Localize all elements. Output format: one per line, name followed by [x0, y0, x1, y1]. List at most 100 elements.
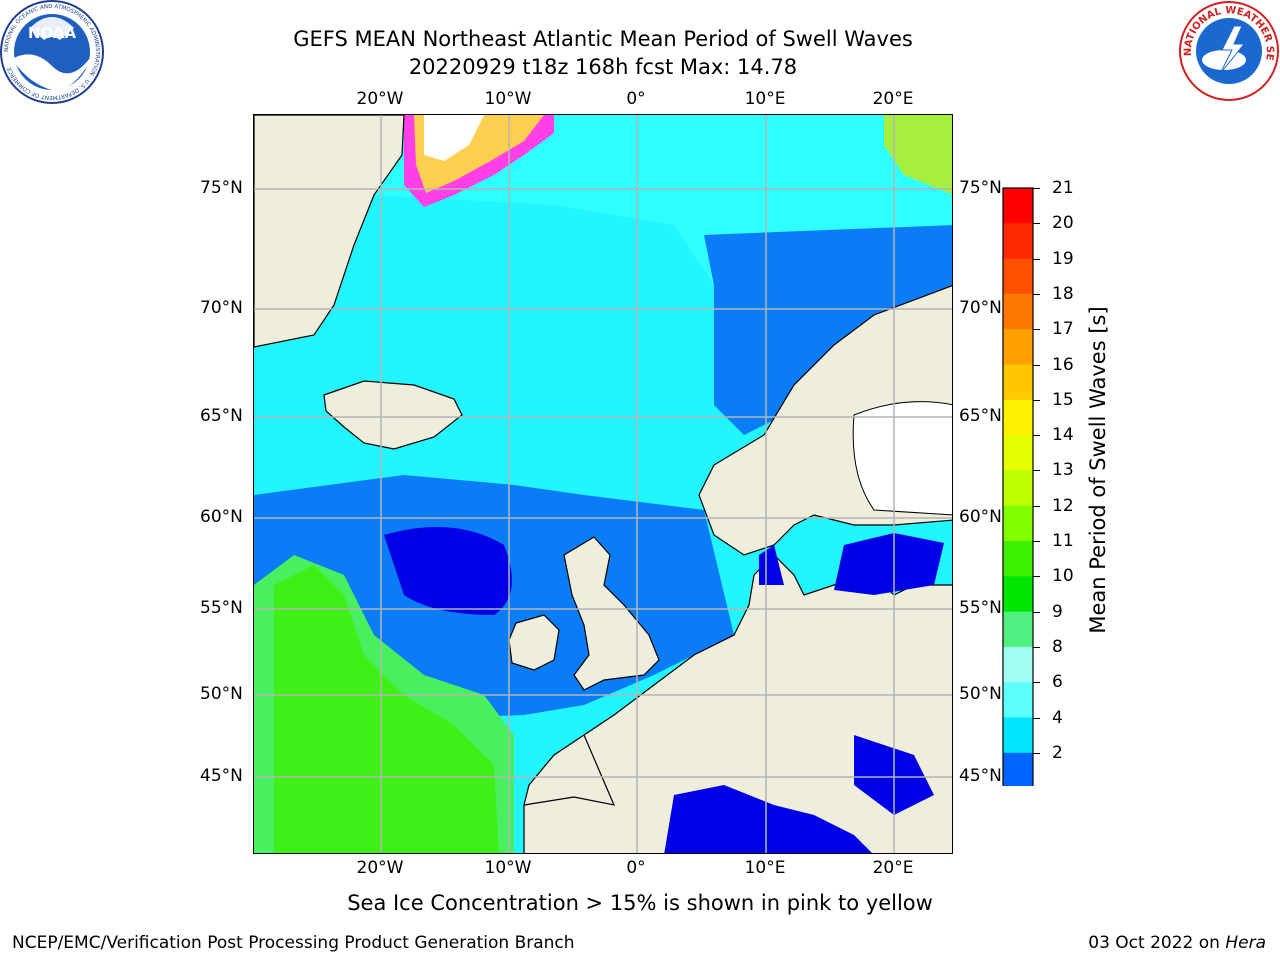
lat-label-right: 45°N	[959, 766, 1002, 786]
ireland	[508, 614, 560, 671]
mediterranean-sea	[664, 785, 872, 853]
colorbar-segment	[1003, 293, 1033, 330]
colorbar-segment	[1003, 258, 1033, 295]
lat-label-left: 55°N	[200, 598, 243, 618]
colorbar-tick-mark	[1033, 682, 1040, 684]
colorbar-segment	[1003, 188, 1033, 224]
lon-label-top: 20°E	[872, 89, 914, 109]
sea-ice-core	[424, 115, 484, 161]
lon-label-top: 10°E	[744, 89, 786, 109]
lon-label-bottom: 20°E	[872, 858, 914, 878]
colorbar-tick-mark	[1033, 399, 1040, 401]
colorbar-tick-mark	[1033, 364, 1040, 366]
sea-ice-barents	[884, 115, 952, 195]
colorbar-tick-label: 11	[1052, 531, 1074, 551]
mainland-europe	[523, 554, 952, 853]
colorbar-tick-mark	[1033, 505, 1040, 507]
colorbar-tick-mark	[1033, 541, 1040, 542]
nws-logo: NATIONAL WEATHER SERVICE	[1178, 0, 1279, 101]
lon-label-top: 20°W	[356, 89, 404, 109]
chart-subtitle: 20220929 t18z 168h fcst Max: 14.78	[408, 55, 798, 79]
colorbar-segment	[1003, 576, 1033, 613]
noaa-logo: NOAA NATIONAL OCEANIC AND ATMOSPHERIC AD…	[0, 0, 104, 104]
chart-title: GEFS MEAN Northeast Atlantic Mean Period…	[293, 27, 913, 51]
colorbar-tick-label: 9	[1052, 601, 1063, 622]
colorbar-tick-mark	[1033, 293, 1040, 295]
colorbar-segment	[1003, 646, 1033, 683]
footer-machine: Hera	[1225, 933, 1266, 953]
lon-label-bottom: 0°	[626, 858, 646, 878]
lat-label-right: 50°N	[959, 684, 1002, 704]
gulf-of-bothnia	[852, 401, 952, 516]
lon-label-top: 10°W	[484, 89, 532, 109]
colorbar-segment	[1003, 470, 1033, 507]
lat-label-left: 45°N	[200, 766, 243, 786]
colorbar-tick-label: 6	[1052, 672, 1063, 693]
footer-credit: NCEP/EMC/Verification Post Processing Pr…	[12, 933, 575, 953]
greenland	[254, 115, 405, 348]
colorbar-tick-label: 15	[1052, 389, 1074, 410]
lat-label-left: 70°N	[200, 298, 243, 318]
colorbar-tick-label: 17	[1052, 319, 1074, 340]
colorbar-tick-label: 12	[1052, 495, 1074, 516]
colorbar-tick-mark	[1033, 470, 1040, 472]
colorbar-tick-label: 8	[1052, 636, 1063, 657]
colorbar-tick-mark	[1033, 646, 1040, 648]
colorbar-tick-label: 10	[1052, 566, 1074, 587]
baltic-sea	[834, 533, 944, 595]
lat-label-right: 70°N	[959, 298, 1002, 318]
lon-label-bottom: 10°W	[484, 858, 532, 878]
lat-label-right: 75°N	[959, 178, 1002, 198]
colorbar-segment	[1003, 399, 1033, 436]
ocean-high-core	[274, 565, 499, 853]
colorbar-tick-mark	[1033, 258, 1040, 260]
graticule	[254, 115, 952, 853]
colorbar-segment	[1003, 223, 1033, 260]
great-britain	[563, 536, 660, 691]
swell-period-map	[254, 115, 952, 853]
lon-label-bottom: 20°W	[356, 858, 404, 878]
colorbar-tick-label: 4	[1052, 707, 1063, 728]
colorbar-tick-label: 13	[1052, 460, 1074, 481]
colorbar-segment	[1003, 682, 1033, 718]
lat-label-left: 65°N	[200, 406, 243, 426]
colorbar-segment	[1003, 752, 1033, 786]
colorbar-segment	[1003, 435, 1033, 471]
colorbar-segment	[1003, 541, 1033, 577]
colorbar-tick-label: 21	[1052, 178, 1074, 198]
lat-label-left: 75°N	[200, 178, 243, 198]
iberia	[523, 734, 616, 806]
colorbar-segment	[1003, 329, 1033, 365]
colorbar-segment	[1003, 717, 1033, 754]
lat-label-right: 55°N	[959, 598, 1002, 618]
lon-label-bottom: 10°E	[744, 858, 786, 878]
colorbar-tick-label: 18	[1052, 283, 1074, 304]
iceland	[323, 380, 463, 450]
colorbar-tick-mark	[1033, 717, 1040, 719]
noaa-logo-text: NOAA	[28, 24, 77, 42]
lat-label-right: 65°N	[959, 406, 1002, 426]
colorbar-segment	[1003, 611, 1033, 648]
lon-label-top: 0°	[626, 89, 646, 109]
colorbar-segment	[1003, 364, 1033, 401]
colorbar-tick-mark	[1033, 752, 1040, 754]
lat-label-left: 50°N	[200, 684, 243, 704]
lat-label-left: 60°N	[200, 507, 243, 527]
map-panel	[253, 114, 953, 854]
colorbar-tick-label: 16	[1052, 354, 1074, 375]
colorbar-tick-mark	[1033, 435, 1040, 437]
colorbar-tick-mark	[1033, 329, 1040, 331]
ocean-low-patch	[384, 527, 512, 615]
colorbar-title: Mean Period of Swell Waves [s]	[1086, 306, 1110, 634]
colorbar-tick-mark	[1033, 223, 1040, 225]
colorbar-tick-label: 14	[1052, 425, 1074, 446]
lat-label-right: 60°N	[959, 507, 1002, 527]
colorbar-tick-label: 20	[1052, 213, 1074, 234]
colorbar-segment	[1003, 505, 1033, 542]
colorbar-tick-label: 19	[1052, 248, 1074, 269]
colorbar-tick-label: 2	[1052, 742, 1063, 763]
sea-ice-note: Sea Ice Concentration > 15% is shown in …	[347, 891, 933, 915]
colorbar-tick-mark	[1033, 188, 1040, 189]
footer-date-text: 03 Oct 2022 on	[1088, 933, 1220, 953]
colorbar-outline	[1002, 187, 1034, 786]
